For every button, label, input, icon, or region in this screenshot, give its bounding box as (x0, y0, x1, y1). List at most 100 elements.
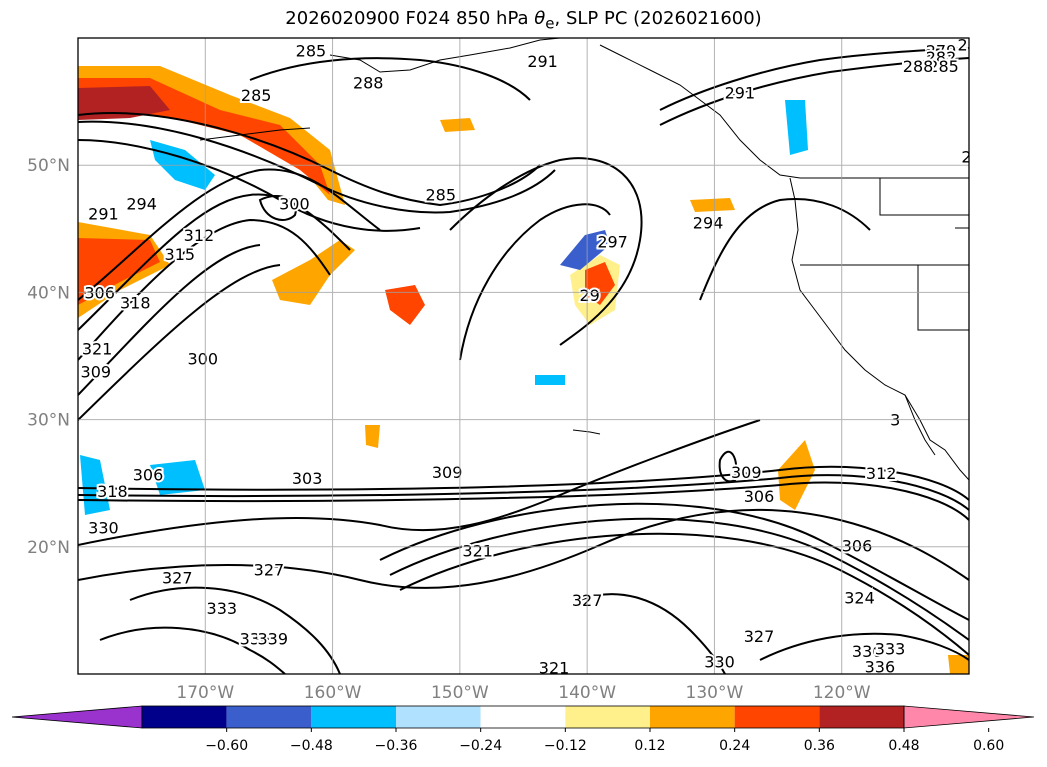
colorbar-swatch (650, 706, 735, 728)
contour-label: 294 (126, 194, 157, 213)
chart-title: 2026020900 F024 850 hPa θe, SLP PC (2026… (285, 8, 762, 33)
longitude-label: 140°W (558, 683, 616, 703)
contour-label: 318 (120, 294, 151, 313)
colorbar-swatch (734, 706, 820, 728)
colorbar-tick-label: −0.60 (205, 738, 248, 754)
contour-label: 336 (240, 629, 271, 648)
baja-peninsula (904, 394, 936, 456)
contour-label: 288 (903, 57, 934, 76)
contour-label: 333 (875, 640, 906, 659)
contour-label: 309 (81, 362, 112, 381)
latitude-label: 20°N (27, 538, 70, 558)
contour-label: 327 (254, 561, 285, 580)
colorbar-tick-label: −0.36 (375, 738, 418, 754)
warm-anomaly-9 (948, 655, 969, 674)
contour-label: 285 (296, 42, 327, 61)
warm-anomaly-4-core (585, 262, 615, 305)
map-content: 2852912882852762792822852882912929428530… (9, 35, 1031, 678)
warm-anomaly-7 (690, 198, 735, 212)
warm-anomaly-west-core (78, 238, 160, 305)
latitude-labels: 50°N 40°N 30°N 20°N (27, 156, 70, 558)
colorbar-swatch (396, 706, 481, 728)
alaska-panhandle (599, 44, 969, 179)
contour-label: 29 (961, 147, 981, 166)
contour-label: 294 (1000, 159, 1031, 178)
contour-label: 303 (292, 469, 323, 488)
north-america-west-coast (789, 177, 969, 481)
colorbar-tick-label: 0.24 (719, 738, 750, 754)
contour-label: 336 (852, 642, 883, 661)
shading-layer (78, 66, 969, 674)
contour-label: 312 (866, 464, 897, 483)
contour-label: 285 (425, 185, 456, 204)
contour-label: 321 (539, 659, 570, 678)
colorbar-tick-label: 0.48 (888, 738, 919, 754)
warm-anomaly-8 (365, 425, 380, 448)
contour-label: 333 (207, 599, 238, 618)
colorbar-swatch (819, 706, 904, 728)
contour-label: 285 (241, 86, 272, 105)
contour-label: 330 (88, 519, 119, 538)
contour-label: 339 (257, 629, 288, 648)
contour-label: 309 (731, 463, 762, 482)
contour-label: 312 (184, 226, 215, 245)
warm-anomaly-5 (778, 440, 815, 510)
colorbar-tick-label: 0.12 (634, 738, 665, 754)
cold-anomaly-5 (150, 460, 205, 495)
contour-label: 324 (844, 589, 875, 608)
contour-labels: 2852912882852762792822852882912929428530… (9, 35, 1031, 678)
warm-anomaly-nw-peak (78, 86, 170, 120)
warm-anomaly-6 (440, 118, 475, 132)
contour-label: 318 (97, 482, 128, 501)
contour-label: 321 (82, 339, 113, 358)
colorbar-swatch (311, 706, 396, 728)
contour-label: 306 (842, 537, 873, 556)
warm-anomaly-2 (272, 240, 355, 305)
graticule (78, 38, 969, 674)
contour-label: 327 (744, 627, 775, 646)
coastlines (199, 38, 969, 481)
longitude-label: 150°W (431, 683, 489, 703)
contour-label: 291 (88, 205, 119, 224)
contour-label: 300 (187, 350, 218, 369)
contour-label: 309 (432, 463, 463, 482)
contour-label: 324 (9, 624, 40, 643)
colorbar-tick-label: −0.48 (290, 738, 333, 754)
contour-label: 315 (25, 483, 56, 502)
contour-label: 315 (165, 245, 196, 264)
colorbar-swatch (565, 706, 650, 728)
colorbar-swatch (142, 706, 227, 728)
colorbar-tick-label: −0.24 (459, 738, 502, 754)
contour-label: 294 (693, 213, 724, 232)
colorbar-tick-label: −0.12 (544, 738, 587, 754)
contour-label: 306 (133, 465, 164, 484)
cold-anomaly-6 (535, 375, 565, 385)
contour-label: 327 (162, 568, 193, 587)
colorbar-tick-label: 0.60 (973, 738, 1004, 754)
contour-label: 330 (704, 652, 735, 671)
contour-lines (78, 47, 969, 674)
contour-label: 279 (926, 42, 957, 61)
state-border-1 (879, 178, 969, 216)
longitude-label: 120°W (813, 683, 871, 703)
latitude-label: 50°N (27, 156, 70, 176)
colorbar-extend-low (11, 705, 143, 729)
colorbar: −0.60 −0.48 −0.36 −0.24 −0.12 0.12 0.24 0.36 0.4… (11, 705, 1035, 754)
hawaii (572, 429, 601, 435)
aleutians (199, 127, 311, 141)
latitude-label: 30°N (27, 411, 70, 431)
longitude-labels: 170°W 160°W 150°W 140°W 130°W 120°W (176, 683, 870, 703)
contour-label: 297 (597, 233, 628, 252)
colorbar-frame (141, 705, 905, 729)
contour-label: 300 (279, 194, 310, 213)
colorbar-extend-high (903, 705, 1035, 729)
plot-frame (77, 37, 970, 675)
contour-label: 282 (926, 48, 957, 67)
cold-anomaly-2 (560, 230, 610, 270)
contour-label: 321 (462, 542, 493, 561)
contour-label: 336 (865, 657, 896, 676)
contour-label: 276 (958, 35, 989, 54)
longitude-label: 160°W (304, 683, 362, 703)
contour-label: 288 (353, 74, 384, 93)
